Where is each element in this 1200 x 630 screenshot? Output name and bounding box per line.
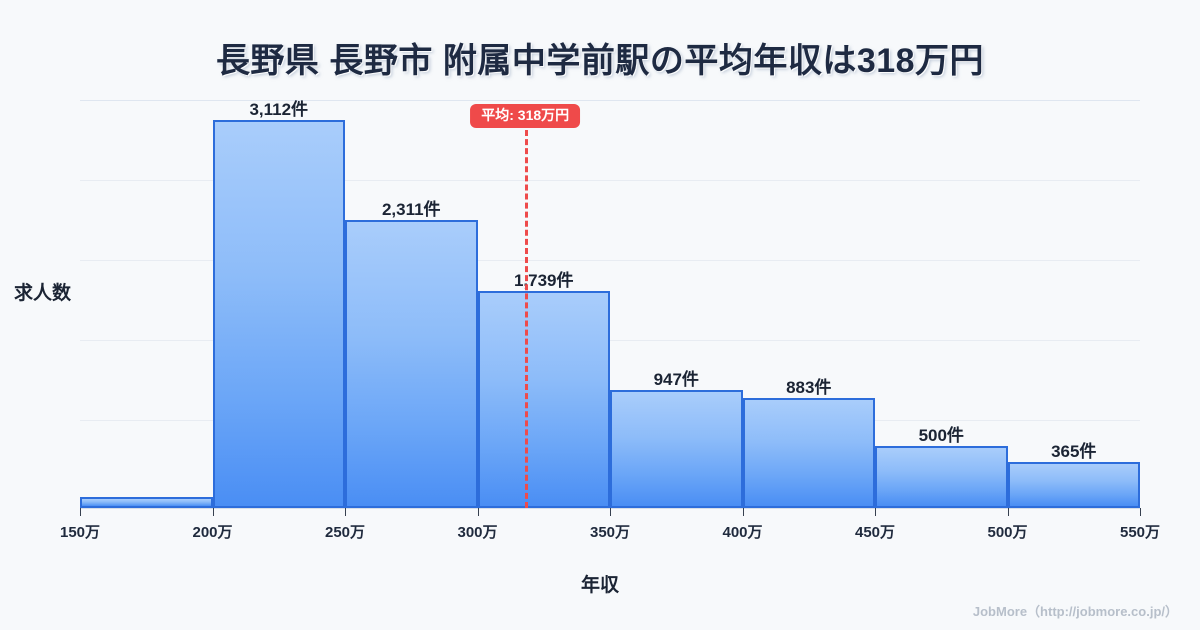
bar-value-label: 883件 [786,377,832,397]
gridline [80,100,1140,101]
x-tick-label: 450万 [854,524,896,541]
histogram-bar [80,496,213,508]
page-title: 長野県 長野市 附属中学前駅の平均年収は318万円 [215,42,985,80]
x-tick-label: 500万 [987,524,1028,541]
x-axis-tick [477,508,479,516]
histogram-bar [875,445,1008,508]
bar-value-label: 365件 [1051,442,1097,462]
x-axis-title: 年収 [580,575,619,596]
histogram-bar [345,219,478,508]
histogram-bar [610,389,743,508]
x-axis-tick [212,508,214,516]
x-axis-tick [80,508,81,516]
histogram-bar [477,291,610,508]
bar-value-label: 3,112件 [249,99,309,119]
gridline [80,260,1140,261]
bar-value-label: 2,311件 [381,199,441,219]
bar-value-label: 1,739件 [513,271,574,290]
histogram-bar [742,397,875,508]
y-axis-title: 求人数 [14,283,72,304]
histogram-bar [1007,462,1140,508]
average-line [525,130,529,508]
x-axis-tick [875,508,876,516]
footer-credit: JobMore（http://jobmore.co.jp/） [972,604,1178,619]
x-axis-tick [610,508,611,516]
histogram-bar [212,119,345,508]
bar-value-label: 947件 [653,369,699,389]
gridline [80,180,1140,181]
x-axis-tick [1007,508,1009,516]
x-tick-label: 200万 [192,524,233,541]
gridline [80,340,1140,341]
x-tick-label: 400万 [722,524,763,541]
x-tick-label: 300万 [457,524,498,541]
x-axis-tick [742,508,744,516]
x-tick-label: 250万 [324,524,366,541]
average-badge: 平均: 318万円 [470,104,581,129]
x-axis-tick [1140,508,1141,516]
bar-value-label: 500件 [918,425,964,445]
x-tick-label: 550万 [1119,524,1161,541]
x-tick-label: 150万 [59,524,101,541]
x-tick-label: 350万 [589,524,631,541]
x-axis-tick [345,508,346,516]
